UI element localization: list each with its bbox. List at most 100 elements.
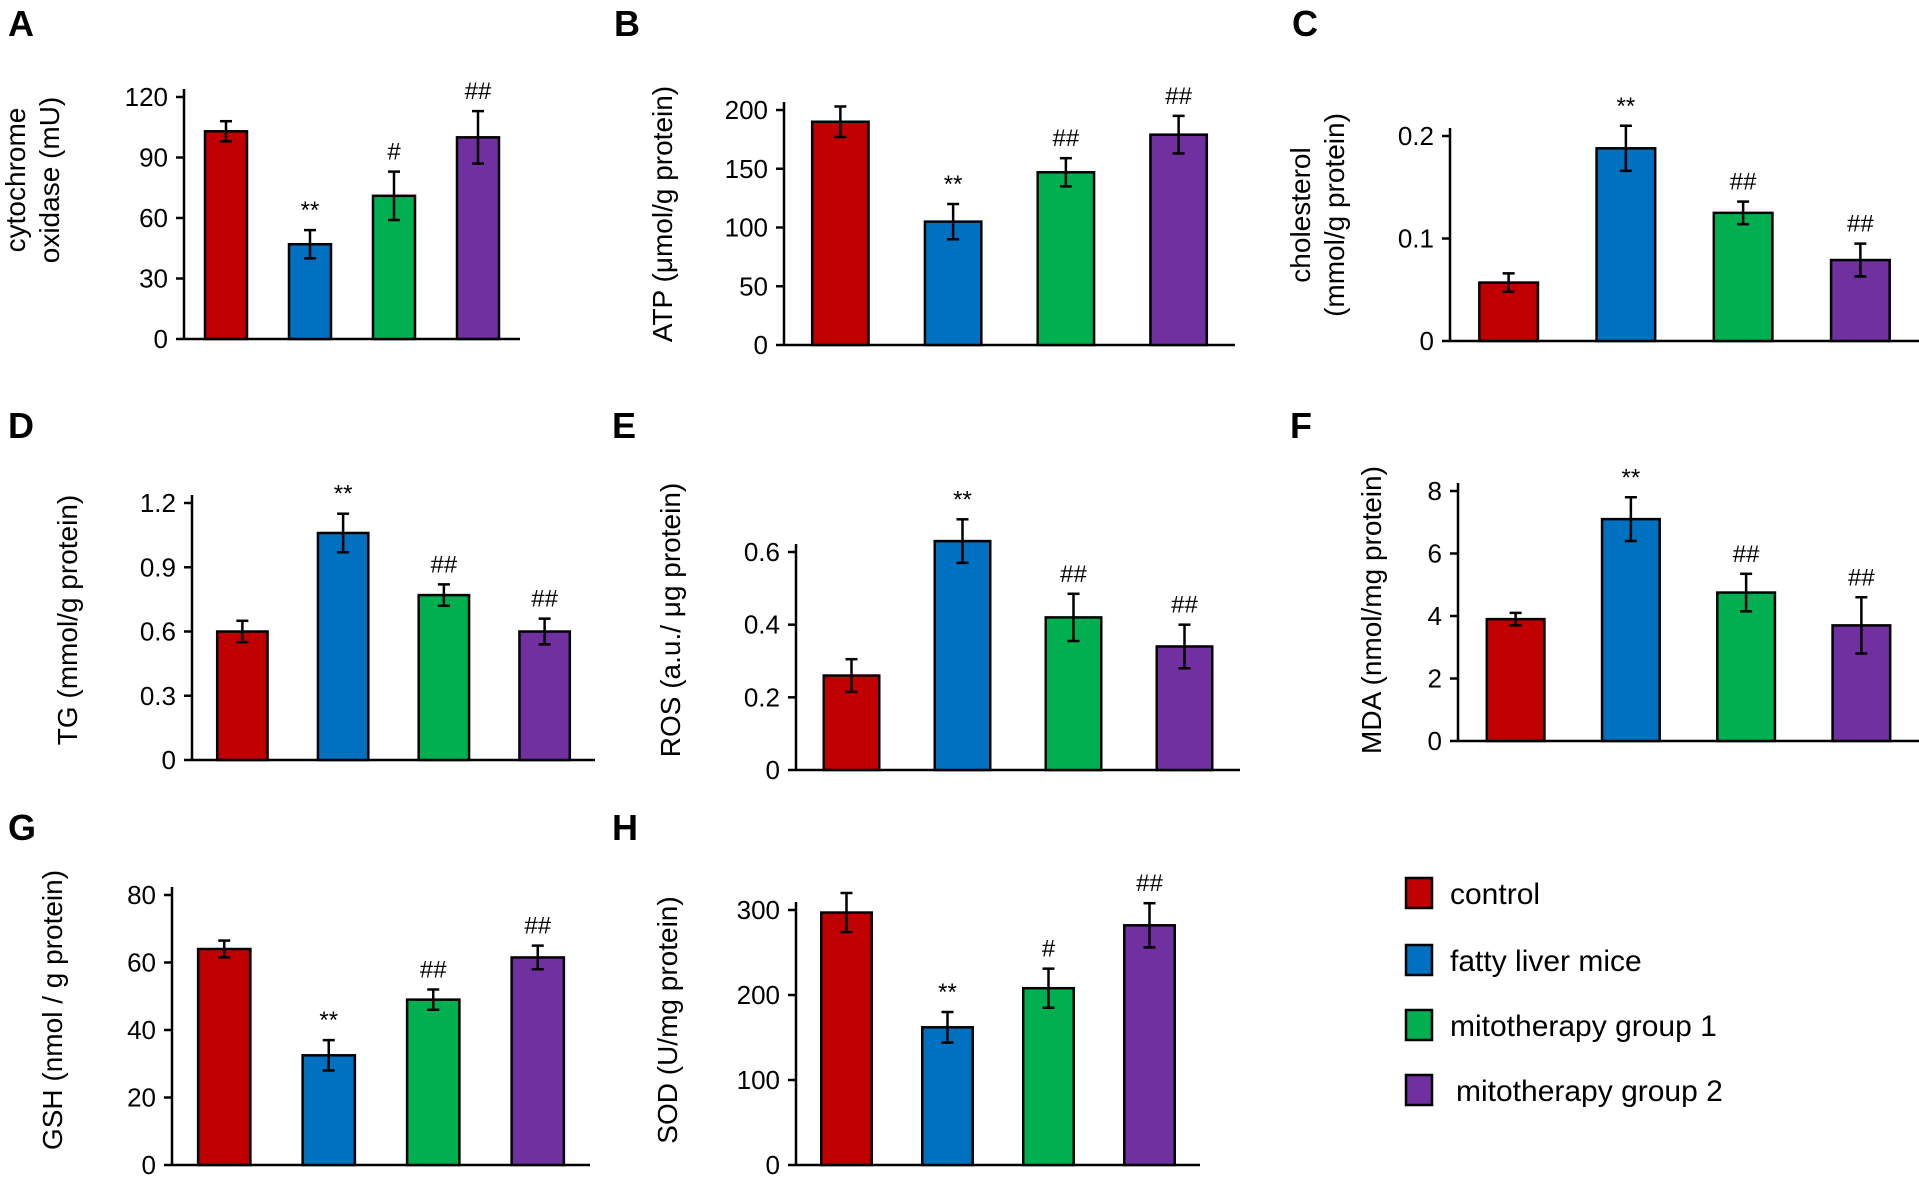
y-axis-label: oxidase (mU) xyxy=(34,97,65,263)
bar-h-4 xyxy=(1123,924,1176,1167)
significance-label: ## xyxy=(420,957,447,984)
panel-letter: H xyxy=(612,807,638,848)
bar-g-4 xyxy=(510,956,566,1167)
error-bar xyxy=(472,109,484,165)
error-bar xyxy=(218,939,231,959)
chart-panel-d: D TG (mmol/g protein) 0 0.3 0.6 0.9 1.2 ** ## ## xyxy=(8,405,595,775)
legend-swatch xyxy=(1404,876,1434,910)
error-bar xyxy=(437,583,450,608)
legend-entry: mitotherapy group 2 xyxy=(1404,1073,1723,1108)
significance-label: ## xyxy=(1060,561,1087,588)
bar-b-4 xyxy=(1149,133,1209,347)
error-bar xyxy=(427,988,440,1011)
panel-letter: A xyxy=(8,3,34,44)
bar-b-2 xyxy=(923,220,983,347)
error-bar xyxy=(1855,596,1868,655)
error-bar xyxy=(337,512,350,554)
significance-label: ** xyxy=(334,481,353,508)
error-bar xyxy=(1854,242,1867,278)
y-axis-label: SOD (U/mg protein) xyxy=(652,896,683,1143)
error-bar xyxy=(947,202,960,241)
y-tick-label: 0 xyxy=(154,324,168,354)
error-bar xyxy=(1059,156,1072,188)
y-tick-label: 0 xyxy=(766,1150,780,1180)
legend-swatch xyxy=(1404,1073,1434,1107)
y-tick-label: 60 xyxy=(127,948,156,978)
error-bar xyxy=(840,891,853,934)
significance-label: ** xyxy=(944,171,963,198)
error-bar xyxy=(1624,496,1637,543)
error-bar xyxy=(531,944,544,971)
significance-label: ## xyxy=(1136,870,1163,897)
y-tick-label: 120 xyxy=(125,82,168,112)
y-axis-label: ATP (μmol/g protein) xyxy=(647,86,678,342)
y-tick-label: 300 xyxy=(737,895,780,925)
panel-letter: D xyxy=(8,405,34,446)
bar-f-3 xyxy=(1716,591,1777,743)
y-tick-label: 80 xyxy=(127,880,156,910)
bar-e-2 xyxy=(933,539,992,772)
error-bar xyxy=(834,105,847,139)
legend-entry: mitotherapy group 1 xyxy=(1404,1008,1717,1043)
error-bar xyxy=(1178,623,1191,670)
bar-f-1 xyxy=(1485,617,1546,743)
y-tick-label: 4 xyxy=(1428,601,1442,631)
error-bar xyxy=(220,119,232,143)
y-tick-label: 60 xyxy=(139,203,168,233)
y-tick-label: 0.1 xyxy=(1398,224,1434,254)
error-bar xyxy=(1502,272,1515,294)
y-tick-label: 0 xyxy=(754,330,768,360)
significance-label: ## xyxy=(465,78,492,105)
significance-label: ## xyxy=(1847,211,1874,238)
y-axis-label: ROS (a.u./ μg protein) xyxy=(655,483,686,757)
significance-label: ## xyxy=(1848,564,1875,591)
bar-g-3 xyxy=(405,998,461,1167)
error-bar xyxy=(1509,611,1522,627)
significance-label: ## xyxy=(1165,83,1192,110)
y-tick-label: 200 xyxy=(725,95,768,125)
error-bar xyxy=(538,617,551,646)
significance-label: ## xyxy=(531,586,558,613)
y-tick-label: 50 xyxy=(739,271,768,301)
y-axis-label: cholesterol xyxy=(1285,147,1316,282)
bar-a-4 xyxy=(455,136,501,341)
y-tick-label: 0.9 xyxy=(140,552,176,582)
significance-label: ** xyxy=(1617,93,1636,120)
error-bar xyxy=(1740,572,1753,613)
error-bar xyxy=(1067,592,1080,643)
y-axis-label: cytochrome xyxy=(0,108,31,253)
legend-swatch xyxy=(1404,1008,1434,1042)
y-tick-label: 0.6 xyxy=(140,617,176,647)
y-tick-label: 0.3 xyxy=(140,681,176,711)
error-bar xyxy=(1042,967,1055,1009)
bar-a-1 xyxy=(203,130,249,341)
error-bar xyxy=(1172,114,1185,155)
significance-label: ** xyxy=(319,1007,338,1034)
y-tick-label: 6 xyxy=(1428,539,1442,569)
panel-letter: B xyxy=(614,3,640,44)
error-bar xyxy=(1619,124,1632,173)
chart-panel-e: E ROS (a.u./ μg protein) 0 0.2 0.4 0.6 ** ## ## xyxy=(612,405,1240,785)
bar-h-1 xyxy=(820,911,873,1167)
significance-label: ** xyxy=(953,486,972,513)
panel-letter: E xyxy=(612,405,636,446)
error-bar xyxy=(388,170,400,222)
y-tick-label: 0 xyxy=(1420,326,1434,356)
bar-c-3 xyxy=(1712,211,1774,343)
y-tick-label: 2 xyxy=(1428,664,1442,694)
bar-e-3 xyxy=(1044,616,1103,772)
y-tick-label: 0.6 xyxy=(744,537,780,567)
bar-d-3 xyxy=(417,593,471,762)
y-tick-label: 150 xyxy=(725,154,768,184)
significance-label: ## xyxy=(1053,125,1080,152)
legend-label: fatty liver mice xyxy=(1450,945,1642,978)
bar-h-3 xyxy=(1022,986,1075,1167)
bar-b-1 xyxy=(810,120,870,347)
significance-label: ** xyxy=(1622,464,1641,491)
